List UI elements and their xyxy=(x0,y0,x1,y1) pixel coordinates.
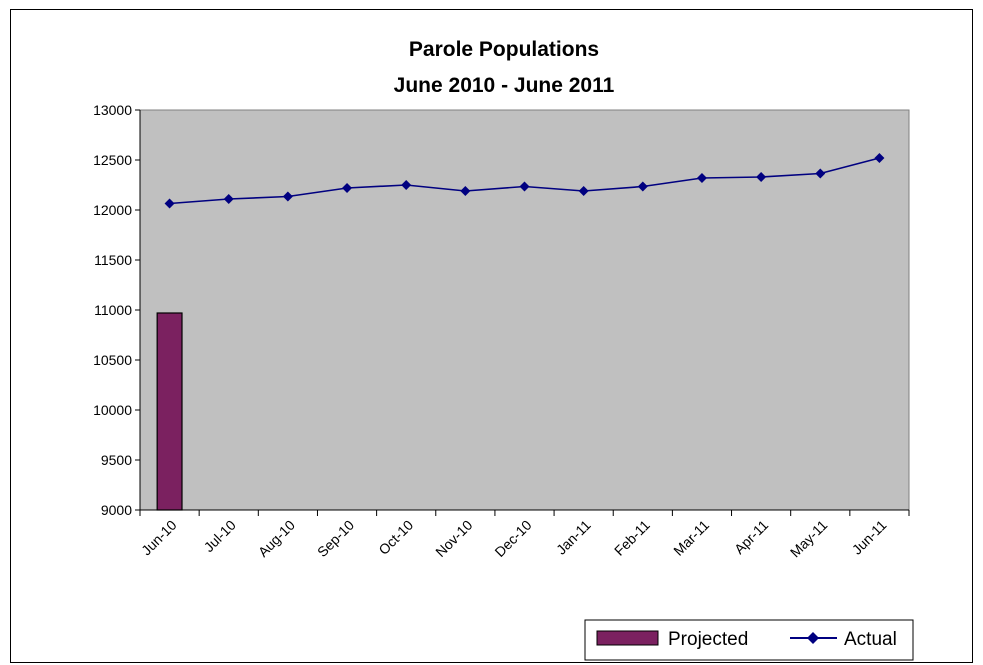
legend: Projected Actual xyxy=(584,619,914,661)
x-tick-label: Jul-10 xyxy=(201,517,239,555)
point-actual-Sep-10 xyxy=(342,183,353,193)
y-tick-label: 10500 xyxy=(93,352,132,368)
x-tick-label: May-11 xyxy=(787,517,831,561)
x-tick-label: Apr-11 xyxy=(731,517,771,557)
y-tick-label: 9000 xyxy=(101,502,132,518)
point-actual-May-11 xyxy=(815,168,826,179)
legend-label-projected: Projected xyxy=(668,629,748,650)
point-actual-Jun-11 xyxy=(874,153,885,163)
y-tick-label: 12500 xyxy=(93,152,132,168)
chart-title: Parole Populations xyxy=(409,38,599,61)
point-actual-Oct-10 xyxy=(401,180,412,190)
legend-swatch-actual-marker xyxy=(807,632,819,644)
chart-subtitle: June 2010 - June 2011 xyxy=(394,74,615,97)
point-actual-Dec-10 xyxy=(519,181,530,192)
point-actual-Aug-10 xyxy=(282,191,293,202)
point-actual-Feb-11 xyxy=(637,181,648,192)
bar-projected-Jun-10 xyxy=(156,312,183,511)
point-actual-Jul-10 xyxy=(223,194,234,204)
point-actual-Jun-10 xyxy=(164,198,175,209)
y-tick-label: 10000 xyxy=(93,402,132,418)
x-tick-label: Jun-11 xyxy=(849,517,890,558)
x-tick-label: Sep-10 xyxy=(314,517,357,560)
x-tick-label: Mar-11 xyxy=(670,517,712,559)
x-tick-label: Jun-10 xyxy=(138,517,180,559)
x-tick-label: Feb-11 xyxy=(611,517,653,559)
x-tick-label: Dec-10 xyxy=(491,517,534,560)
point-actual-Jan-11 xyxy=(578,186,589,196)
point-actual-Mar-11 xyxy=(696,173,707,183)
point-actual-Nov-10 xyxy=(460,186,471,196)
y-tick-label: 9500 xyxy=(101,452,132,468)
x-tick-label: Aug-10 xyxy=(255,517,298,560)
x-tick-label: Jan-11 xyxy=(553,517,594,558)
y-tick-label: 12000 xyxy=(93,202,132,218)
x-tick-label: Oct-10 xyxy=(375,517,416,558)
y-tick-label: 11500 xyxy=(94,252,132,268)
legend-label-actual: Actual xyxy=(844,629,897,650)
legend-swatch-projected xyxy=(596,630,659,646)
y-tick-label: 13000 xyxy=(93,102,132,118)
x-tick-label: Nov-10 xyxy=(432,517,475,560)
y-tick-label: 11000 xyxy=(94,302,132,318)
point-actual-Apr-11 xyxy=(756,172,767,182)
plot-area xyxy=(139,109,910,511)
